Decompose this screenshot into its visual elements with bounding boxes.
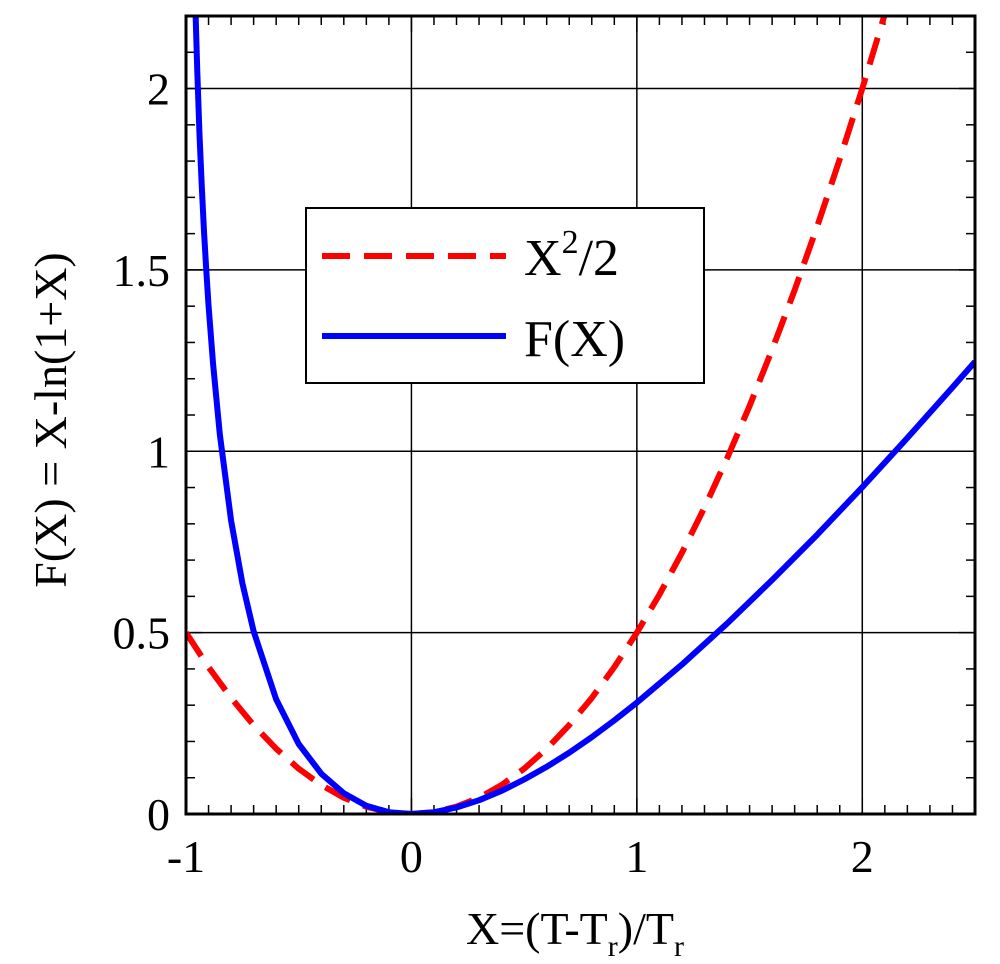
y-tick-label-0: 0 [147, 789, 170, 840]
grid-lines [185, 16, 975, 815]
x-axis-title: X=(T-Tr)/Tr [466, 903, 684, 963]
x-tick-label-2: 1 [625, 831, 648, 882]
series-line-0 [186, 16, 888, 814]
series-layer [186, 16, 975, 814]
y-tick-label-3: 1.5 [113, 245, 171, 296]
y-tick-label-1: 0.5 [113, 608, 171, 659]
series-line-1 [192, 16, 975, 814]
legend-label-x-squared: X2/2 [524, 224, 619, 287]
y-tick-label-4: 2 [147, 64, 170, 115]
legend: X2/2 F(X) [305, 207, 705, 384]
x-tick-labels: -1 0 1 2 [167, 831, 874, 882]
x-tick-label-3: 2 [851, 831, 874, 882]
y-axis-title: F(X) = X-ln(1+X) [25, 252, 76, 588]
legend-box [305, 207, 705, 384]
plot-frame [184, 14, 977, 816]
x-tick-label-0: -1 [167, 831, 205, 882]
x-tick-label-1: 0 [400, 831, 423, 882]
y-tick-label-2: 1 [147, 426, 170, 477]
legend-label-fx: F(X) [524, 311, 625, 368]
minor-ticks [185, 15, 976, 815]
y-tick-labels: 0 0.5 1 1.5 2 [113, 64, 171, 840]
